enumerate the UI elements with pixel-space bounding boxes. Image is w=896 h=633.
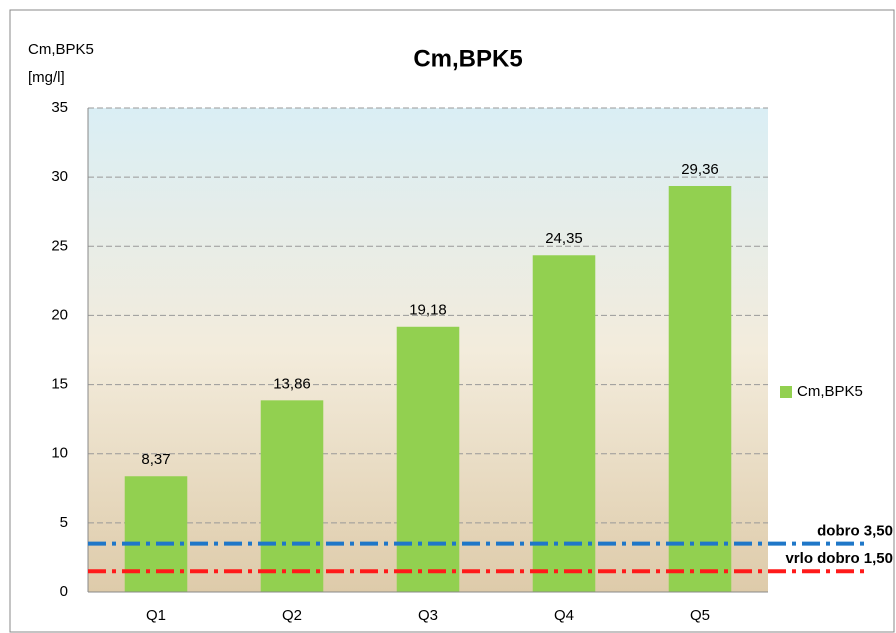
y-tick-label: 0 xyxy=(60,583,68,600)
x-tick-label: Q5 xyxy=(690,607,710,624)
bar xyxy=(396,326,460,592)
bar xyxy=(124,476,188,592)
data-label: 29,36 xyxy=(681,161,719,178)
x-tick-label: Q1 xyxy=(146,607,166,624)
y-tick-label: 35 xyxy=(51,99,68,116)
legend-swatch xyxy=(780,386,792,398)
y-axis-unit: [mg/l] xyxy=(28,69,65,86)
bar xyxy=(532,255,596,592)
y-tick-label: 20 xyxy=(51,306,68,323)
x-tick-label: Q2 xyxy=(282,607,302,624)
y-tick-label: 25 xyxy=(51,237,68,254)
y-tick-label: 30 xyxy=(51,168,68,185)
reference-label: vrlo dobro 1,50 xyxy=(785,550,893,567)
chart-title: Cm,BPK5 xyxy=(413,45,522,72)
data-label: 24,35 xyxy=(545,230,583,247)
reference-label: dobro 3,50 xyxy=(817,523,893,540)
y-tick-label: 15 xyxy=(51,376,68,393)
data-label: 8,37 xyxy=(141,451,170,468)
x-tick-label: Q3 xyxy=(418,607,438,624)
bar xyxy=(260,400,324,592)
legend-label: Cm,BPK5 xyxy=(797,383,863,400)
data-label: 13,86 xyxy=(273,375,311,392)
y-axis-label: Cm,BPK5 xyxy=(28,41,94,58)
data-label: 19,18 xyxy=(409,302,447,319)
x-tick-label: Q4 xyxy=(554,607,574,624)
bar xyxy=(668,185,732,592)
y-tick-label: 10 xyxy=(51,445,68,462)
y-tick-label: 5 xyxy=(60,514,68,531)
